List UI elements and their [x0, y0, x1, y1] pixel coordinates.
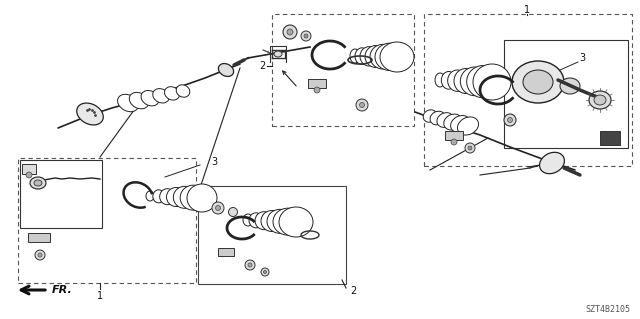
Ellipse shape — [451, 115, 470, 132]
Text: 2: 2 — [259, 61, 265, 71]
Ellipse shape — [180, 185, 207, 210]
Bar — [18, 158, 196, 283]
Circle shape — [451, 139, 457, 145]
Text: 1: 1 — [524, 5, 530, 15]
Ellipse shape — [153, 89, 169, 103]
Circle shape — [504, 114, 516, 126]
Circle shape — [287, 29, 293, 35]
Circle shape — [264, 271, 266, 273]
Text: 3: 3 — [579, 53, 585, 63]
Ellipse shape — [589, 91, 611, 109]
Ellipse shape — [176, 85, 190, 97]
Ellipse shape — [129, 93, 148, 109]
Ellipse shape — [467, 65, 500, 98]
Circle shape — [356, 99, 368, 111]
Bar — [198, 186, 346, 284]
Ellipse shape — [380, 42, 414, 72]
Circle shape — [360, 102, 365, 108]
Circle shape — [26, 172, 32, 178]
Bar — [308, 79, 326, 88]
Ellipse shape — [164, 87, 180, 100]
Circle shape — [38, 253, 42, 257]
Bar — [424, 14, 632, 166]
Ellipse shape — [261, 211, 283, 232]
Ellipse shape — [560, 78, 580, 94]
Ellipse shape — [444, 114, 462, 130]
Bar — [600, 131, 620, 145]
Ellipse shape — [594, 95, 606, 105]
Circle shape — [301, 31, 311, 41]
Circle shape — [465, 143, 475, 153]
Ellipse shape — [365, 46, 387, 68]
Ellipse shape — [267, 209, 293, 233]
Circle shape — [304, 34, 308, 38]
Ellipse shape — [423, 110, 437, 122]
Ellipse shape — [442, 71, 456, 89]
Ellipse shape — [141, 91, 159, 106]
Circle shape — [248, 263, 252, 267]
Ellipse shape — [435, 73, 445, 87]
Ellipse shape — [159, 189, 175, 205]
Circle shape — [212, 202, 224, 214]
Ellipse shape — [460, 67, 489, 96]
Circle shape — [216, 205, 221, 211]
Ellipse shape — [279, 207, 313, 237]
Bar — [272, 14, 414, 126]
Ellipse shape — [153, 190, 164, 203]
Text: 3: 3 — [211, 157, 217, 167]
Bar — [504, 40, 628, 148]
Ellipse shape — [523, 70, 553, 94]
Text: 1: 1 — [97, 291, 103, 301]
Ellipse shape — [249, 213, 263, 228]
Ellipse shape — [274, 51, 282, 57]
Bar — [22, 164, 36, 174]
Bar — [445, 131, 463, 140]
Ellipse shape — [473, 64, 511, 100]
Ellipse shape — [540, 152, 564, 174]
Ellipse shape — [77, 103, 103, 125]
Bar — [218, 248, 234, 256]
Ellipse shape — [370, 44, 396, 69]
Circle shape — [35, 250, 45, 260]
Circle shape — [468, 146, 472, 150]
Circle shape — [314, 87, 320, 93]
Ellipse shape — [218, 63, 234, 77]
Ellipse shape — [454, 69, 478, 93]
Bar — [28, 233, 50, 242]
Circle shape — [228, 207, 237, 217]
Ellipse shape — [350, 49, 360, 63]
Text: FR.: FR. — [52, 285, 73, 295]
Ellipse shape — [447, 70, 467, 91]
Text: SZT4B2105: SZT4B2105 — [585, 306, 630, 315]
Ellipse shape — [437, 113, 454, 127]
Ellipse shape — [187, 184, 217, 212]
Circle shape — [283, 25, 297, 39]
Ellipse shape — [355, 48, 369, 64]
Ellipse shape — [512, 61, 564, 103]
Ellipse shape — [273, 208, 303, 235]
Ellipse shape — [360, 47, 378, 66]
Ellipse shape — [30, 177, 46, 189]
Ellipse shape — [173, 186, 196, 208]
Text: 2: 2 — [350, 286, 356, 296]
Bar — [20, 160, 102, 228]
Circle shape — [245, 260, 255, 270]
Ellipse shape — [255, 212, 273, 230]
Circle shape — [261, 268, 269, 276]
Ellipse shape — [34, 180, 42, 186]
Ellipse shape — [146, 191, 154, 201]
Ellipse shape — [166, 188, 186, 206]
Ellipse shape — [458, 117, 479, 135]
Ellipse shape — [118, 94, 138, 112]
Ellipse shape — [243, 214, 253, 226]
Ellipse shape — [430, 111, 445, 125]
Ellipse shape — [375, 43, 405, 70]
Circle shape — [508, 117, 513, 122]
